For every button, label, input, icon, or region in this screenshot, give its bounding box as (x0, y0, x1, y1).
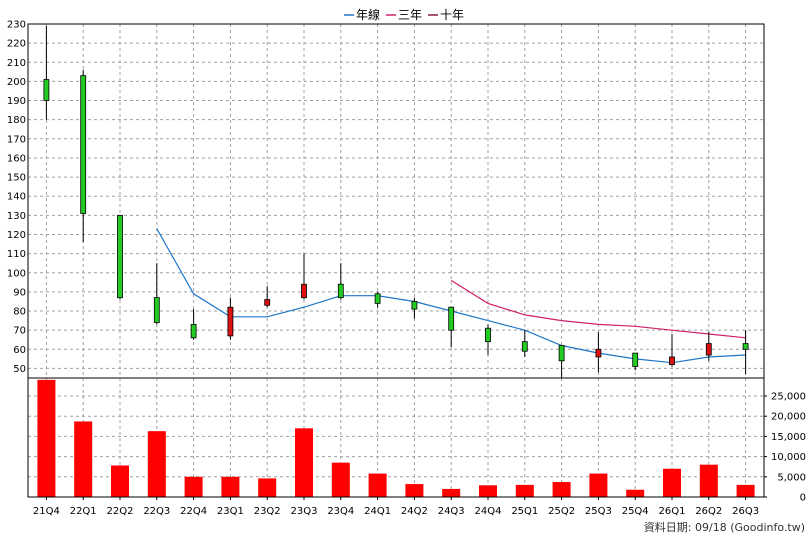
x-tick-label: 25Q4 (622, 506, 649, 517)
series-line-1 (450, 279, 746, 339)
candle-body (264, 299, 271, 306)
price-tick-label: 160 (7, 153, 26, 164)
price-tick-label: 100 (7, 268, 26, 279)
volume-bar (74, 421, 93, 497)
candle-body (448, 306, 455, 331)
legend-label-1: 三年 (398, 8, 422, 22)
candle-body (43, 79, 50, 101)
x-tick-label: 24Q2 (401, 506, 428, 517)
price-tick-label: 110 (7, 249, 26, 260)
candle-body (705, 343, 712, 356)
price-tick-label: 50 (13, 364, 26, 375)
volume-panel: 0 5,000 10,000 15,000 20,000 25,000 (27, 377, 806, 504)
candle-body (374, 293, 381, 304)
price-tick-label: 170 (7, 134, 26, 145)
volume-tick-label: 0 (800, 493, 806, 504)
x-tick-label: 24Q1 (364, 506, 391, 517)
x-tick-label: 24Q3 (438, 506, 465, 517)
candle-body (411, 301, 418, 310)
x-tick-label: 22Q3 (143, 506, 170, 517)
price-tick-label: 190 (7, 96, 26, 107)
x-tick-label: 23Q4 (327, 506, 354, 517)
volume-bar (221, 476, 240, 497)
candle-body (117, 214, 123, 299)
price-tick-label: 200 (7, 77, 26, 88)
volume-bar (736, 484, 755, 497)
price-tick-label: 180 (7, 115, 26, 126)
candle-body (521, 341, 528, 352)
volume-bar (626, 489, 645, 497)
price-tick-label: 130 (7, 211, 26, 222)
legend: 年線 三年 十年 (344, 7, 464, 22)
x-tick-label: 23Q1 (217, 506, 244, 517)
volume-bar (405, 484, 424, 497)
price-tick-label: 120 (7, 230, 26, 241)
x-tick-label: 22Q4 (180, 506, 207, 517)
candle-body (153, 297, 160, 323)
x-tick-label: 21Q4 (33, 506, 60, 517)
x-tick-label: 23Q3 (291, 506, 318, 517)
volume-bar (663, 468, 681, 497)
candle-body (669, 356, 675, 366)
footer-note: 資料日期: 09/18 (Goodinfo.tw) (644, 520, 805, 534)
volume-bar (515, 484, 534, 497)
x-tick-label: 25Q2 (548, 506, 575, 517)
price-tick-label: 150 (7, 173, 26, 184)
x-tick-label: 26Q3 (732, 506, 759, 517)
volume-tick-label: 20,000 (771, 412, 806, 423)
volume-bar (699, 464, 718, 497)
volume-tick-label: 25,000 (771, 392, 806, 403)
legend-label-2: 十年 (440, 8, 464, 22)
volume-bar (37, 379, 56, 497)
price-tick-label: 80 (13, 307, 26, 318)
legend-label-0: 年線 (356, 7, 380, 22)
price-panel: 50 60 70 80 90 100 110 120 130 140 150 160 170 180 190… (7, 20, 765, 379)
candle-body (80, 75, 87, 214)
volume-bar (552, 482, 571, 497)
volume-bar (147, 431, 166, 497)
price-tick-label: 230 (7, 20, 26, 31)
volume-bar (258, 478, 277, 497)
price-plot-frame (27, 23, 765, 379)
candle-body (632, 352, 639, 367)
candle-body (301, 283, 307, 299)
volume-bar (479, 485, 497, 497)
volume-plot-frame (27, 377, 765, 498)
price-tick-label: 220 (7, 39, 26, 50)
volume-bar (331, 462, 350, 497)
price-tick-label: 70 (13, 326, 26, 337)
volume-bar (295, 428, 313, 497)
price-tick-label: 210 (7, 58, 26, 69)
x-tick-label: 26Q2 (695, 506, 722, 517)
candle-body (558, 345, 565, 362)
price-tick-label: 60 (13, 345, 26, 356)
x-tick-label: 25Q3 (585, 506, 612, 517)
x-tick-label: 22Q1 (70, 506, 97, 517)
price-tick-label: 90 (13, 287, 26, 298)
volume-bar (184, 476, 203, 497)
volume-bar (589, 473, 608, 497)
candle-body (190, 324, 197, 339)
volume-tick-label: 5,000 (777, 472, 806, 483)
x-axis: 21Q4 22Q1 22Q2 22Q3 22Q4 23Q1 23Q2 23Q3 23Q4 24Q1… (33, 497, 759, 517)
x-tick-label: 24Q4 (475, 506, 502, 517)
volume-bar (111, 465, 129, 497)
candle-body (227, 306, 234, 337)
candle-body (742, 343, 749, 350)
x-tick-label: 22Q2 (107, 506, 134, 517)
x-tick-label: 25Q1 (511, 506, 538, 517)
volume-tick-label: 10,000 (771, 452, 806, 463)
candle-body (337, 283, 344, 299)
candle-body (595, 348, 602, 358)
volume-tick-label: 15,000 (771, 432, 806, 443)
volume-bar (368, 473, 387, 497)
price-tick-label: 140 (7, 192, 26, 203)
volume-bar (442, 488, 461, 497)
x-tick-label: 26Q1 (659, 506, 686, 517)
candle-body (485, 327, 491, 343)
x-tick-label: 23Q2 (254, 506, 281, 517)
